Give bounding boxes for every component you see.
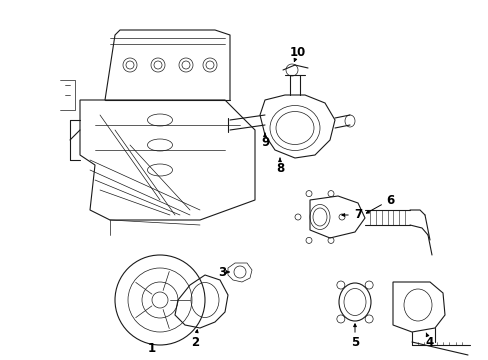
Text: 4: 4 [425, 336, 433, 348]
Text: 9: 9 [260, 136, 268, 149]
Text: 8: 8 [275, 162, 284, 175]
Text: 5: 5 [350, 336, 358, 348]
Text: 10: 10 [289, 45, 305, 58]
Text: 3: 3 [218, 266, 225, 279]
Text: 1: 1 [148, 342, 156, 355]
Text: 6: 6 [385, 194, 393, 207]
Text: 2: 2 [190, 336, 199, 348]
Text: 7: 7 [353, 208, 361, 221]
